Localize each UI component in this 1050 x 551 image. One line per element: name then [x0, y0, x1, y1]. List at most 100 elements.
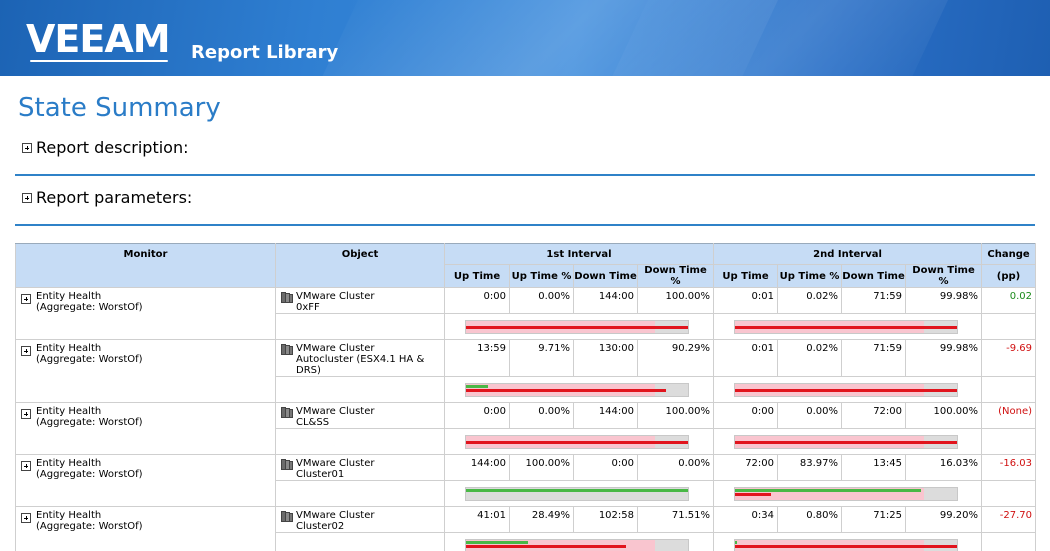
- i1-uptime-bar: [465, 320, 689, 334]
- monitor-name: Entity Health: [36, 406, 102, 417]
- expand-icon[interactable]: [21, 294, 31, 304]
- i2-down-time: 71:25: [841, 506, 907, 533]
- monitor-name: Entity Health: [36, 291, 102, 302]
- i2-bar-cell: [713, 313, 983, 340]
- monitor-name: Entity Health: [36, 458, 102, 469]
- i1-down-time-pct: 100.00%: [636, 287, 715, 314]
- i2-down-time: 71:59: [841, 287, 907, 314]
- i1-uptime-bar: [465, 539, 689, 551]
- report-description-label: Report description:: [36, 138, 189, 157]
- i1-up-time-pct: 9.71%: [509, 339, 574, 377]
- monitor-cell: Entity Health (Aggregate: WorstOf): [15, 287, 276, 340]
- expand-icon[interactable]: [22, 192, 32, 203]
- monitor-name: Entity Health: [36, 510, 102, 521]
- expand-icon[interactable]: [21, 513, 31, 523]
- i2-down-time: 13:45: [841, 454, 907, 481]
- object-cell: VMware Cluster Autocluster (ESX4.1 HA & D…: [275, 339, 445, 377]
- report-description-toggle[interactable]: Report description:: [22, 138, 188, 157]
- monitor-aggregate: (Aggregate: WorstOf): [36, 469, 143, 480]
- i1-down-time-pct: 100.00%: [636, 402, 715, 429]
- change-value: -27.70: [981, 506, 1037, 533]
- object-name: 0xFF: [296, 302, 320, 313]
- i1-up-time: 0:00: [444, 287, 510, 314]
- divider: [15, 174, 1035, 176]
- object-cell: VMware Cluster Cluster02: [275, 506, 445, 533]
- object-name: Cluster02: [296, 521, 345, 532]
- table-row: Entity Health (Aggregate: WorstOf) VMware …: [15, 339, 1037, 403]
- table-row: Entity Health (Aggregate: WorstOf) VMware …: [15, 402, 1037, 455]
- i1-bar-cell: [443, 376, 715, 403]
- i2-down-time: 72:00: [841, 402, 907, 429]
- object-cell-empty: [275, 480, 445, 507]
- veeam-logo: VEEAM: [26, 20, 174, 66]
- expand-icon[interactable]: [21, 346, 31, 356]
- expand-icon[interactable]: [21, 409, 31, 419]
- i2-up-time-pct: 0.02%: [777, 287, 843, 314]
- i1-bar-cell: [443, 313, 715, 340]
- i1-up-time-pct: 100.00%: [509, 454, 574, 481]
- cluster-icon: [281, 407, 293, 418]
- i2-bar-cell: [713, 480, 983, 507]
- object-cell: VMware Cluster CL&SS: [275, 402, 445, 429]
- cluster-icon: [281, 459, 293, 470]
- i1-up-time: 13:59: [444, 339, 510, 377]
- change-cell-empty: [981, 480, 1037, 507]
- i1-down-time: 130:00: [573, 339, 638, 377]
- table-row: Entity Health (Aggregate: WorstOf) VMware …: [15, 506, 1037, 551]
- i2-up-time-pct: 0.02%: [777, 339, 843, 377]
- i2-up-time-pct: 0.00%: [777, 402, 843, 429]
- i1-up-time: 41:01: [444, 506, 510, 533]
- monitor-cell: Entity Health (Aggregate: WorstOf): [15, 339, 276, 403]
- change-value: (None): [981, 402, 1037, 429]
- report-parameters-toggle[interactable]: Report parameters:: [22, 188, 192, 207]
- i2-down-time-pct: 100.00%: [905, 402, 983, 429]
- expand-icon[interactable]: [22, 142, 32, 153]
- monitor-aggregate: (Aggregate: WorstOf): [36, 302, 143, 313]
- col-i2-down-time: Down Time: [841, 264, 907, 288]
- i1-bar-cell: [443, 480, 715, 507]
- col-change: Change: [981, 243, 1037, 265]
- i2-down-time-pct: 99.98%: [905, 287, 983, 314]
- i2-bar-cell: [713, 376, 983, 403]
- logo-text: VEEAM: [26, 17, 171, 61]
- monitor-cell: Entity Health (Aggregate: WorstOf): [15, 402, 276, 455]
- i1-down-time-pct: 71.51%: [636, 506, 715, 533]
- i1-up-time: 0:00: [444, 402, 510, 429]
- i2-up-time-pct: 0.80%: [777, 506, 843, 533]
- i2-up-time-pct: 83.97%: [777, 454, 843, 481]
- i1-down-time: 0:00: [573, 454, 638, 481]
- cluster-icon: [281, 511, 293, 522]
- col-monitor: Monitor: [15, 243, 276, 288]
- i2-up-time: 72:00: [713, 454, 779, 481]
- i1-uptime-bar: [465, 435, 689, 449]
- i2-uptime-bar: [734, 487, 959, 501]
- col-i1-down-time-pct: Down Time %: [636, 264, 715, 288]
- col-object: Object: [275, 243, 445, 288]
- col-i1-up-time-pct: Up Time %: [509, 264, 574, 288]
- col-i2-down-time-pct: Down Time %: [905, 264, 983, 288]
- i2-up-time: 0:34: [713, 506, 779, 533]
- col-interval2: 2nd Interval: [713, 243, 983, 265]
- object-type: VMware Cluster: [296, 406, 375, 417]
- i1-uptime-bar: [465, 487, 689, 501]
- state-summary-table: Monitor Object 1st Interval 2nd Interval…: [15, 243, 1037, 551]
- i2-bar-cell: [713, 532, 983, 551]
- table-row-bars: [16, 480, 1037, 507]
- expand-icon[interactable]: [21, 461, 31, 471]
- report-parameters-label: Report parameters:: [36, 188, 193, 207]
- i2-uptime-bar: [734, 435, 959, 449]
- i1-up-time-pct: 0.00%: [509, 287, 574, 314]
- i1-down-time: 102:58: [573, 506, 638, 533]
- monitor-aggregate: (Aggregate: WorstOf): [36, 521, 143, 532]
- i1-down-time: 144:00: [573, 287, 638, 314]
- i2-bar-cell: [713, 428, 983, 455]
- cluster-icon: [281, 344, 293, 355]
- i2-uptime-bar: [734, 320, 959, 334]
- object-cell-empty: [275, 376, 445, 403]
- object-name: CL&SS: [296, 417, 330, 428]
- monitor-name: Entity Health: [36, 343, 102, 354]
- col-change-unit: (pp): [981, 264, 1037, 288]
- i1-up-time-pct: 0.00%: [509, 402, 574, 429]
- change-value: -9.69: [981, 339, 1037, 377]
- i2-uptime-bar: [734, 383, 959, 397]
